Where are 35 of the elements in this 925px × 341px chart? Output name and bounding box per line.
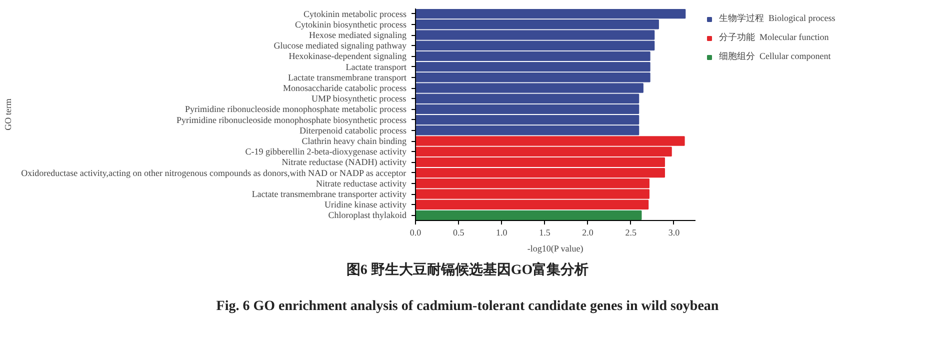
y-tick-label: Hexose mediated signaling <box>309 30 407 40</box>
legend-label: 分子功能 Molecular function <box>719 31 829 44</box>
x-tick-label: 1.5 <box>539 228 551 238</box>
legend-label: 细胞组分 Cellular component <box>719 50 831 63</box>
x-tick-label: 0.5 <box>452 228 465 238</box>
y-tick-label: Nitrate reductase activity <box>316 178 407 188</box>
y-tick-label: Cytokinin metabolic process <box>304 8 407 19</box>
y-tick-label: Lactate transport <box>346 62 407 72</box>
y-tick-label: C-19 gibberellin 2-beta-dioxygenase activity <box>245 146 407 157</box>
y-tick-label: Cytokinin biosynthetic process <box>295 19 407 30</box>
legend-label: 生物学过程 Biological process <box>719 12 836 25</box>
y-tick-label: Nitrate reductase (NADH) activity <box>282 157 407 168</box>
y-tick-label: UMP biosynthetic process <box>312 94 407 104</box>
y-tick-label: Pyrimidine ribonucleoside monophosphate biosynthetic process <box>176 114 407 125</box>
y-tick-label: Diterpenoid catabolic process <box>300 125 407 136</box>
y-tick-label: Chloroplast thylakoid <box>328 210 407 220</box>
y-tick-label: Hexokinase-dependent signaling <box>288 51 407 62</box>
y-tick-label: Clathrin heavy chain binding <box>302 136 407 146</box>
y-axis-title: GO term <box>3 98 14 130</box>
text: 图6 野生大豆耐镉候选基因GO富集分析 <box>346 261 589 280</box>
x-tick-label: 3.0 <box>668 228 680 238</box>
y-tick-label: Monosaccharide catabolic process <box>283 83 407 93</box>
x-tick-label: 0.0 <box>410 228 422 238</box>
y-tick-label: Lactate transmembrane transport <box>288 72 407 82</box>
y-tick-label: Pyrimidine ribonucleoside monophosphate metabolic process <box>185 104 407 114</box>
text: Fig. 6 GO enrichment analysis of cadmium-tolerant candidate genes in wild soybean <box>216 298 719 316</box>
x-tick-label: 1.0 <box>496 228 508 238</box>
x-axis-title: -log10(P value) <box>527 244 584 254</box>
x-tick-label: 2.0 <box>582 228 594 238</box>
y-tick-label: Oxidoreductase activity,acting on other nitrogenous compounds as donors,with NAD or NADP as acceptor <box>21 168 406 178</box>
y-tick-label: Glucose mediated signaling pathway <box>274 40 407 51</box>
x-tick-label: 2.5 <box>625 228 638 238</box>
y-tick-label: Uridine kinase activity <box>324 200 407 210</box>
bar <box>416 210 642 220</box>
y-tick-label: Lactate transmembrane transporter activity <box>252 189 407 199</box>
